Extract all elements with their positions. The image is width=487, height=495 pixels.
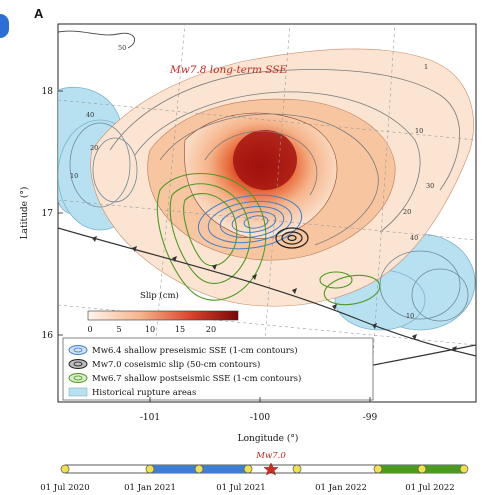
legend-swatch-coseismic-icon	[68, 359, 88, 369]
contour-label: 50	[118, 44, 126, 52]
colorbar-tick: 15	[175, 325, 185, 334]
contour-label: 20	[403, 208, 411, 216]
x-axis-label: Longitude (°)	[238, 433, 299, 444]
timeline-date: 01 Jul 2022	[405, 483, 454, 493]
y-axis-label: Latitude (°)	[19, 187, 30, 240]
x-tick-label: -101	[140, 413, 160, 423]
y-tick-label: 16	[42, 331, 54, 341]
legend-swatch-postseismic-icon	[68, 373, 88, 383]
contour-label: 10	[70, 172, 78, 180]
contour-label: 10	[415, 127, 423, 135]
y-axis-ticks	[58, 90, 63, 336]
legend-label-postseismic: Mw6.7 shallow postseismic SSE (1-cm cont…	[92, 373, 301, 384]
contour-label: 20	[90, 144, 98, 152]
legend-label-rupture: Historical rupture areas	[92, 388, 196, 398]
legend-label-coseismic: Mw7.0 coseismic slip (50-cm contours)	[92, 359, 260, 370]
stray-blue-mark	[0, 14, 9, 38]
contour-label: 10	[406, 312, 414, 320]
coastline	[58, 30, 136, 49]
colorbar-tick: 20	[206, 325, 216, 334]
postseismic-contours	[156, 173, 381, 306]
x-tick-label: -100	[250, 413, 270, 423]
colorbar-tick: 0	[87, 325, 92, 334]
legend-swatch-preseismic-icon	[68, 345, 88, 355]
panel-letter: A	[34, 6, 44, 21]
coseismic-contours	[275, 227, 309, 249]
legend-swatch-rupture-icon	[68, 387, 88, 397]
preseismic-contours	[197, 194, 303, 250]
slip-peak	[233, 130, 297, 190]
trench-teeth	[92, 236, 457, 352]
colorbar-title: Slip (cm)	[140, 290, 179, 301]
colorbar-tick: 5	[116, 325, 121, 334]
y-tick-label: 17	[42, 209, 54, 219]
x-tick-label: -99	[363, 413, 378, 423]
legend-label-preseismic: Mw6.4 shallow preseismic SSE (1-cm conto…	[92, 345, 298, 356]
contour-label: 40	[410, 234, 418, 242]
legend-box	[62, 337, 374, 401]
timeline-date: 01 Jan 2021	[124, 483, 176, 493]
colorbar-tick: 10	[145, 325, 155, 334]
timeline-date: 01 Jul 2021	[216, 483, 265, 493]
timeline-event-label: Mw7.0	[255, 451, 286, 461]
rupture-outlines	[69, 122, 469, 322]
timeline-markers	[60, 464, 469, 474]
contour-label: 1	[424, 63, 428, 71]
grid-lines	[58, 24, 476, 402]
timeline-date: 01 Jan 2022	[315, 483, 367, 493]
contour-label: 40	[86, 111, 94, 119]
timeline-date: 01 Jul 2020	[40, 483, 89, 493]
x-axis-ticks	[149, 397, 371, 402]
earthquake-star-icon	[263, 462, 279, 476]
contour-label: 30	[426, 182, 434, 190]
colorbar-gradient	[87, 310, 239, 321]
map-title: Mw7.8 long-term SSE	[169, 64, 287, 76]
y-tick-label: 18	[42, 87, 54, 97]
